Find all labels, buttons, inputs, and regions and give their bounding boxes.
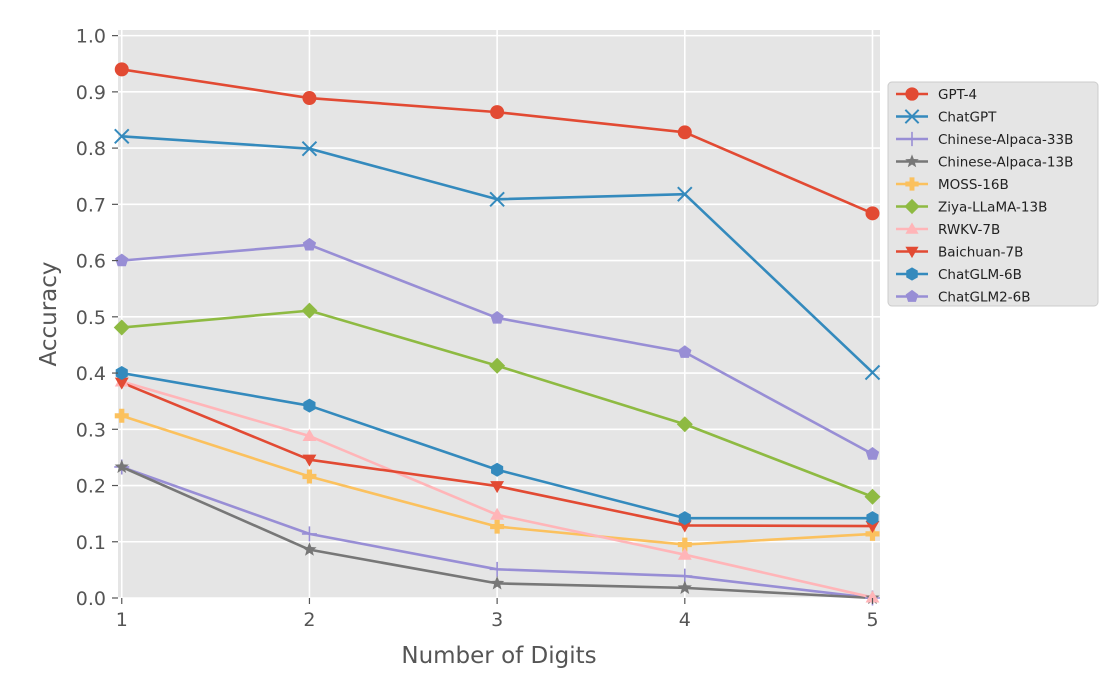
legend-label-rwkv-7b: RWKV-7B bbox=[938, 222, 1000, 238]
data-point-chinese-alpaca-13b bbox=[489, 575, 505, 590]
data-point-ziya-llama-13b bbox=[113, 319, 130, 336]
legend-marker-ziya-llama-13b bbox=[904, 198, 920, 215]
data-point-chatgpt bbox=[489, 191, 505, 207]
data-point-chinese-alpaca-33b bbox=[489, 561, 505, 577]
x-tick-label: 1 bbox=[116, 609, 128, 631]
data-point-chatglm-6b bbox=[678, 511, 691, 526]
legend-marker-chinese-alpaca-33b bbox=[904, 131, 920, 147]
x-axis-label: Number of Digits bbox=[401, 643, 596, 669]
x-tick-label: 2 bbox=[303, 609, 315, 631]
y-tick-label: 0.1 bbox=[76, 532, 106, 554]
data-point-rwkv-7b bbox=[490, 507, 505, 520]
legend-label-gpt-4: GPT-4 bbox=[938, 87, 977, 103]
data-point-chatglm2-6b bbox=[490, 310, 504, 324]
data-point-chinese-alpaca-13b bbox=[302, 542, 317, 556]
data-point-chatgpt bbox=[864, 364, 881, 381]
legend-label-chatgpt: ChatGPT bbox=[938, 110, 997, 126]
y-tick-label: 0.0 bbox=[76, 588, 106, 610]
data-point-gpt-4 bbox=[302, 91, 317, 106]
data-point-moss-16b bbox=[865, 526, 880, 541]
data-point-ziya-llama-13b bbox=[301, 302, 318, 319]
data-point-ziya-llama-13b bbox=[676, 416, 693, 433]
legend-marker-chatglm2-6b bbox=[905, 289, 919, 302]
data-point-chatglm-6b bbox=[303, 398, 316, 413]
data-point-baichuan-7b bbox=[302, 454, 317, 467]
data-point-chinese-alpaca-13b bbox=[114, 459, 129, 474]
data-point-baichuan-7b bbox=[677, 520, 692, 533]
data-point-chinese-alpaca-13b bbox=[677, 580, 692, 594]
y-tick-label: 0.3 bbox=[76, 419, 106, 441]
data-point-ziya-llama-13b bbox=[489, 357, 506, 374]
legend-label-chinese-alpaca-33b: Chinese-Alpaca-33B bbox=[938, 132, 1073, 148]
y-tick-label: 0.4 bbox=[76, 363, 106, 385]
data-point-baichuan-7b bbox=[490, 481, 505, 494]
data-point-chatglm2-6b bbox=[302, 237, 317, 251]
series-markers bbox=[113, 62, 881, 606]
y-axis-label: Accuracy bbox=[36, 261, 62, 366]
y-tick-label: 0.5 bbox=[76, 307, 106, 329]
data-point-baichuan-7b bbox=[114, 377, 129, 390]
legend-marker-baichuan-7b bbox=[905, 246, 919, 259]
data-point-gpt-4 bbox=[677, 125, 692, 140]
data-point-moss-16b bbox=[114, 408, 129, 423]
data-point-chatglm2-6b bbox=[678, 345, 692, 358]
data-point-moss-16b bbox=[490, 519, 505, 534]
y-tick-label: 0.6 bbox=[76, 251, 106, 273]
legend-marker-chatglm-6b bbox=[906, 267, 918, 281]
legend-label-chatglm-6b: ChatGLM-6B bbox=[938, 267, 1022, 283]
data-point-chinese-alpaca-33b bbox=[301, 526, 317, 542]
legend-marker-chinese-alpaca-13b bbox=[905, 154, 919, 168]
data-point-gpt-4 bbox=[865, 206, 880, 221]
legend-marker-rwkv-7b bbox=[905, 222, 919, 234]
legend: GPT-4 ChatGPT Chinese-Alpaca-33B Chinese-Al… bbox=[887, 81, 1099, 307]
data-point-chatglm-6b bbox=[491, 462, 504, 477]
data-point-baichuan-7b bbox=[865, 521, 880, 534]
data-point-rwkv-7b bbox=[677, 547, 692, 560]
data-point-chatglm-6b bbox=[115, 366, 128, 381]
data-point-ziya-llama-13b bbox=[864, 488, 881, 505]
data-point-chatgpt bbox=[114, 128, 130, 144]
data-point-chatgpt bbox=[301, 140, 318, 157]
data-point-rwkv-7b bbox=[302, 429, 317, 442]
data-point-chatgpt bbox=[677, 186, 693, 202]
data-point-chatglm2-6b bbox=[865, 447, 880, 460]
legend-label-chatglm2-6b: ChatGLM2-6B bbox=[938, 290, 1031, 306]
x-tick-label: 3 bbox=[491, 609, 503, 631]
legend-label-baichuan-7b: Baichuan-7B bbox=[938, 245, 1023, 261]
data-point-rwkv-7b bbox=[865, 590, 880, 603]
legend-label-chinese-alpaca-13b: Chinese-Alpaca-13B bbox=[938, 155, 1073, 171]
legend-label-ziya-llama-13b: Ziya-LLaMA-13B bbox=[938, 200, 1047, 216]
legend-box bbox=[887, 81, 1099, 307]
y-tick-label: 1.0 bbox=[76, 26, 106, 48]
y-axis-ticks: 0.0 0.1 0.2 0.3 0.4 0.5 0.6 0.7 0.8 0.9 1.0 bbox=[76, 26, 118, 610]
data-point-chatglm2-6b bbox=[115, 253, 129, 267]
y-tick-label: 0.8 bbox=[76, 138, 106, 160]
data-point-gpt-4 bbox=[114, 62, 129, 77]
y-tick-label: 0.9 bbox=[76, 82, 106, 104]
legend-marker-moss-16b bbox=[905, 177, 919, 191]
legend-marker-chatgpt bbox=[904, 109, 920, 124]
x-axis-ticks: 1 2 3 4 5 bbox=[116, 598, 879, 631]
data-point-gpt-4 bbox=[490, 105, 505, 120]
data-point-chatglm-6b bbox=[866, 511, 879, 526]
x-tick-label: 5 bbox=[866, 609, 878, 631]
data-point-moss-16b bbox=[677, 537, 692, 552]
y-tick-label: 0.2 bbox=[76, 476, 106, 498]
data-point-moss-16b bbox=[302, 469, 317, 484]
legend-marker-gpt-4 bbox=[905, 87, 919, 101]
legend-label-moss-16b: MOSS-16B bbox=[938, 177, 1009, 193]
y-tick-label: 0.7 bbox=[76, 194, 106, 216]
x-tick-label: 4 bbox=[679, 609, 691, 631]
